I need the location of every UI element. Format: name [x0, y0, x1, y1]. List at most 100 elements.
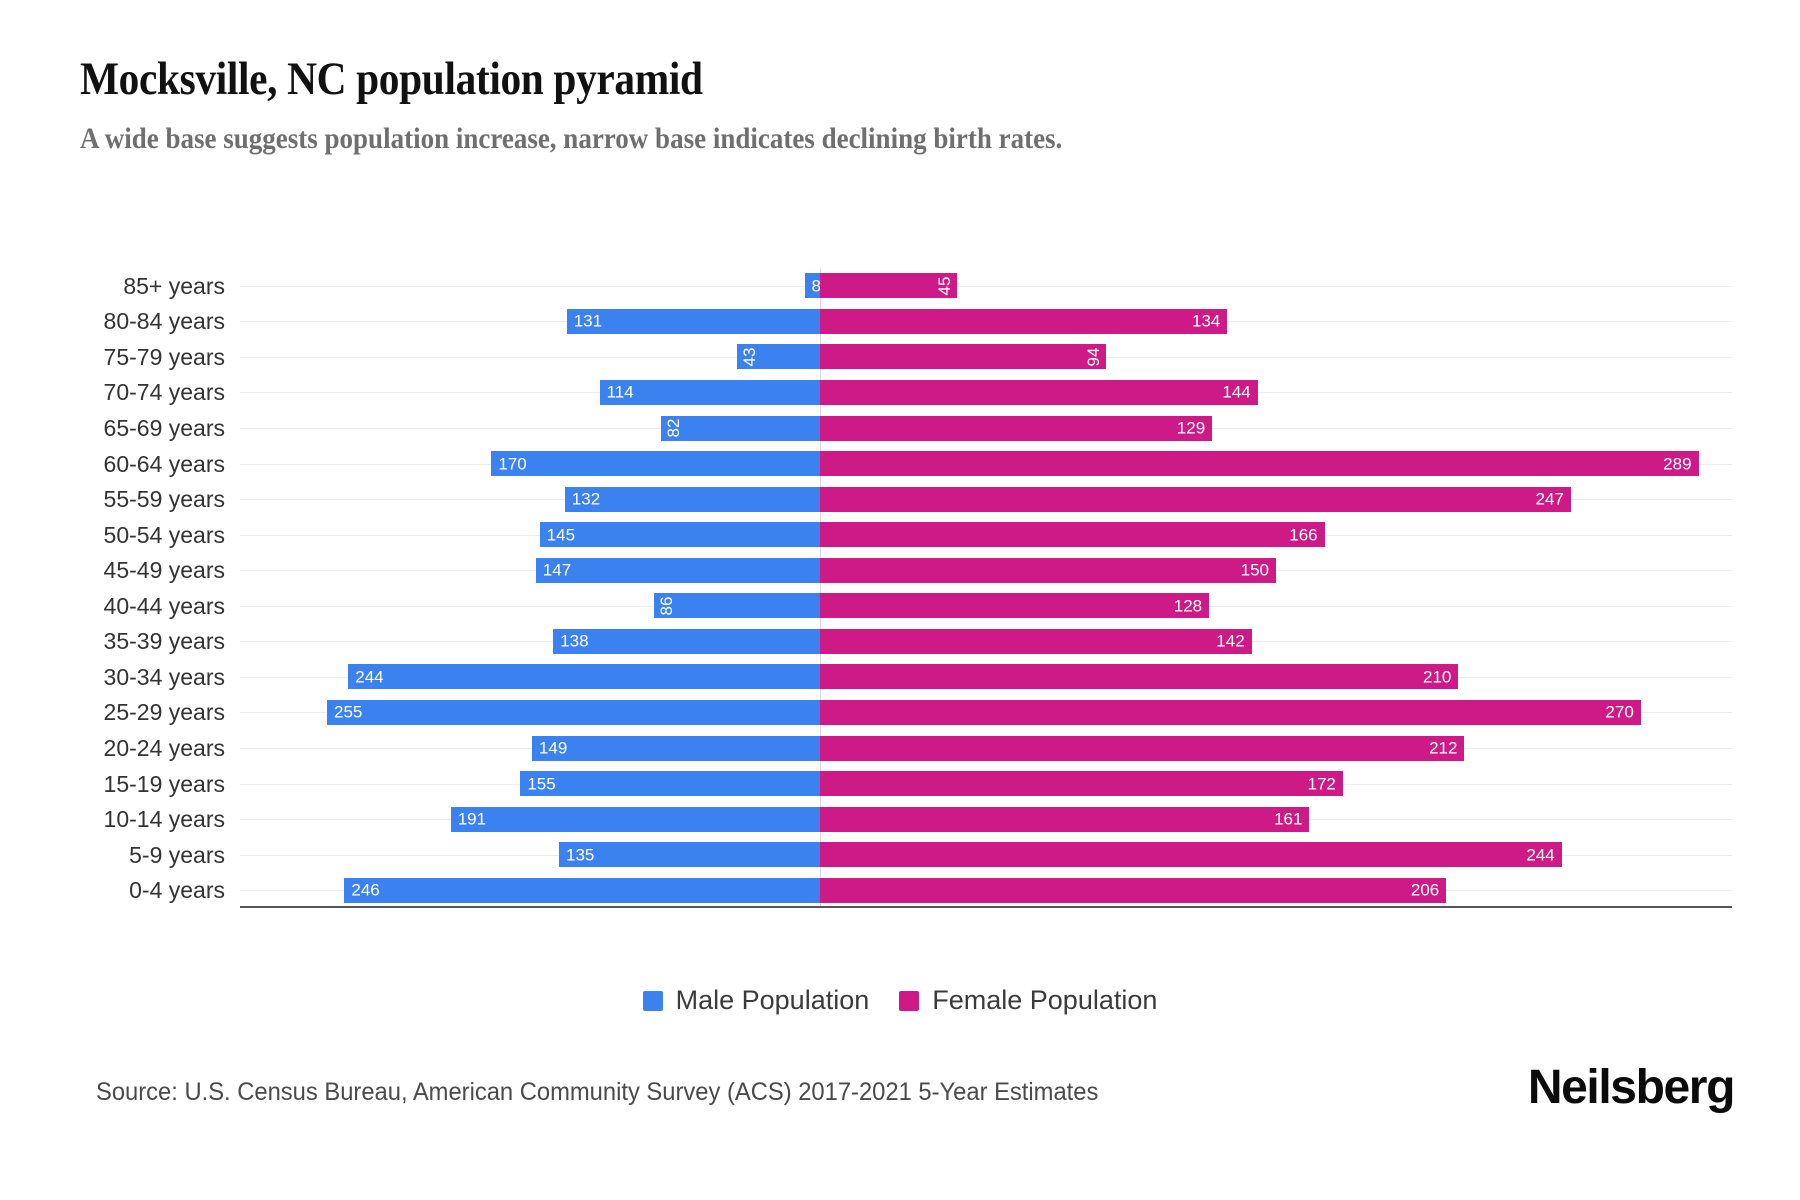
male-bar[interactable]: 86 [653, 593, 820, 619]
pyramid-row: 43 94 [240, 344, 1732, 370]
female-value-label: 129 [1176, 418, 1206, 438]
legend-label-male: Male Population [675, 985, 870, 1015]
female-bar[interactable]: 142 [820, 628, 1252, 654]
pyramid-plot-area: 8 45 131 134 43 94 114 144 82 129 170 289 132 247 145 1… [240, 268, 1732, 908]
brand-logo: Neilsberg [1527, 1061, 1736, 1114]
male-bar[interactable]: 147 [535, 557, 820, 583]
pyramid-row: 82 129 [240, 415, 1732, 441]
male-bar[interactable]: 191 [450, 806, 820, 832]
male-bar[interactable]: 135 [559, 842, 820, 868]
female-bar[interactable]: 94 [820, 344, 1106, 370]
y-axis-label: 20-24 years [103, 735, 225, 761]
center-axis-line [820, 268, 821, 908]
female-bar[interactable]: 134 [820, 308, 1228, 334]
pyramid-row: 114 144 [240, 379, 1732, 405]
pyramid-row: 132 247 [240, 486, 1732, 512]
pyramid-row: 155 172 [240, 771, 1732, 797]
male-bar[interactable]: 131 [566, 308, 820, 334]
y-axis-label: 45-49 years [103, 557, 225, 584]
female-bar[interactable]: 244 [820, 842, 1562, 868]
female-bar[interactable]: 212 [820, 735, 1465, 761]
pyramid-row: 145 166 [240, 522, 1732, 548]
male-value-label: 8 [811, 276, 821, 296]
male-bar[interactable]: 138 [553, 628, 820, 654]
y-axis-label: 50-54 years [103, 521, 225, 548]
legend-item-male[interactable]: Male Population [642, 985, 870, 1016]
y-axis-label: 55-59 years [103, 486, 225, 513]
female-bar[interactable]: 206 [820, 877, 1447, 903]
y-axis-label: 35-39 years [103, 628, 225, 655]
y-axis-label: 70-74 years [103, 379, 225, 406]
male-bar[interactable]: 155 [520, 771, 820, 797]
y-axis-label: 40-44 years [103, 592, 225, 619]
female-value-label: 150 [1240, 560, 1269, 580]
male-value-label: 86 [656, 596, 676, 616]
pyramid-row: 138 142 [240, 628, 1732, 654]
legend-label-female: Female Population [932, 985, 1158, 1015]
y-axis-label: 65-69 years [103, 415, 225, 441]
female-bar[interactable]: 289 [820, 451, 1699, 477]
male-value-label: 170 [498, 454, 527, 474]
male-value-label: 138 [560, 631, 589, 651]
page-title: Mocksville, NC population pyramid [80, 53, 703, 105]
female-bar[interactable]: 144 [820, 379, 1258, 405]
y-axis-label: 30-34 years [103, 663, 225, 690]
female-bar[interactable]: 161 [820, 806, 1310, 832]
female-value-label: 289 [1663, 454, 1692, 474]
y-axis-labels: 85+ years 80-84 years 75-79 years 70-74 yea… [0, 268, 225, 908]
male-bar[interactable]: 43 [736, 344, 820, 370]
source-note: Source: U.S. Census Bureau, American Com… [96, 1078, 1099, 1106]
pyramid-row: 246 206 [240, 877, 1732, 903]
male-bar[interactable]: 82 [661, 415, 820, 441]
y-axis-label: 85+ years [123, 272, 225, 299]
male-value-label: 82 [664, 418, 684, 438]
legend-item-female[interactable]: Female Population [899, 985, 1157, 1016]
female-bar[interactable]: 128 [820, 593, 1210, 619]
male-bar[interactable]: 114 [599, 379, 820, 405]
male-bar[interactable]: 132 [564, 486, 820, 512]
y-axis-label: 25-29 years [103, 699, 225, 726]
female-value-label: 144 [1222, 382, 1251, 402]
male-bar[interactable]: 255 [327, 699, 820, 725]
chart-legend: Male Population Female Population [0, 985, 1800, 1016]
female-value-label: 134 [1191, 311, 1221, 331]
female-value-label: 142 [1216, 631, 1245, 651]
female-bar[interactable]: 45 [820, 273, 957, 299]
pyramid-row: 149 212 [240, 735, 1732, 761]
male-bar[interactable]: 8 [804, 273, 821, 299]
male-value-label: 135 [566, 845, 595, 865]
male-value-label: 244 [355, 667, 384, 687]
pyramid-row: 131 134 [240, 308, 1732, 334]
female-value-label: 212 [1429, 738, 1458, 758]
male-bar[interactable]: 149 [531, 735, 820, 761]
pyramid-row: 191 161 [240, 806, 1732, 832]
female-value-label: 166 [1289, 525, 1318, 545]
male-value-label: 132 [571, 489, 601, 509]
female-bar[interactable]: 247 [820, 486, 1571, 512]
y-axis-label: 60-64 years [103, 450, 225, 477]
female-value-label: 244 [1526, 845, 1555, 865]
male-value-label: 255 [334, 702, 363, 722]
female-bar[interactable]: 166 [820, 522, 1325, 548]
male-value-label: 147 [542, 560, 572, 580]
y-axis-label: 80-84 years [103, 308, 225, 335]
female-color-swatch-icon [899, 990, 920, 1011]
pyramid-row: 86 128 [240, 593, 1732, 619]
male-bar[interactable]: 244 [348, 664, 820, 690]
y-axis-label: 15-19 years [103, 770, 225, 797]
male-bar[interactable]: 170 [491, 451, 820, 477]
male-bar[interactable]: 246 [344, 877, 820, 903]
female-bar[interactable]: 129 [820, 415, 1213, 441]
male-value-label: 149 [538, 738, 568, 758]
female-bar[interactable]: 150 [820, 557, 1276, 583]
male-value-label: 114 [606, 382, 634, 402]
female-bar[interactable]: 270 [820, 699, 1641, 725]
male-bar[interactable]: 145 [539, 522, 820, 548]
female-bar[interactable]: 210 [820, 664, 1459, 690]
female-value-label: 161 [1274, 809, 1303, 829]
female-bar[interactable]: 172 [820, 771, 1343, 797]
female-value-label: 45 [934, 276, 954, 296]
pyramid-row: 255 270 [240, 699, 1732, 725]
pyramid-row: 244 210 [240, 664, 1732, 690]
